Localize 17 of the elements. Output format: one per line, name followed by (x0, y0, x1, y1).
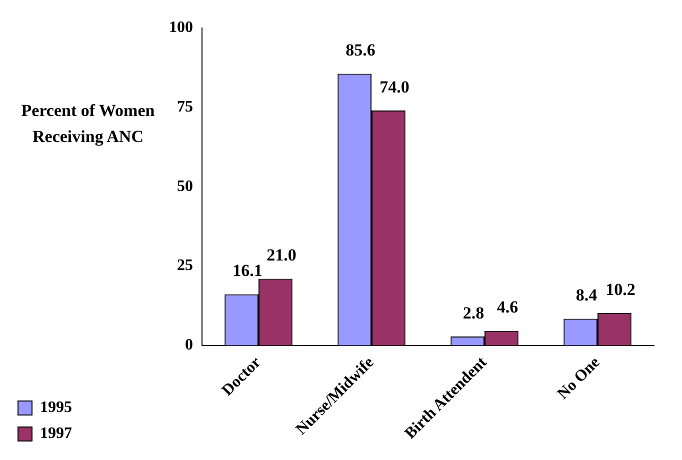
text: 85.6 (346, 40, 376, 60)
y-tick-label: 100 (169, 19, 193, 36)
x-tick-label: No One (554, 354, 604, 403)
text: 10.2 (606, 280, 636, 299)
text: 2.8 (462, 303, 484, 322)
text: 21.0 (266, 246, 296, 265)
y-axis-title: Percent of Women Receiving ANC (20, 100, 156, 148)
text: 74.0 (380, 77, 410, 96)
legend-label: 1995 (40, 399, 72, 416)
legend-label: 1997 (40, 425, 72, 442)
text: 16.1 (232, 261, 262, 280)
y-tick-label: 25 (177, 257, 193, 274)
y-tick-label: 50 (177, 178, 193, 195)
y-tick-label: 75 (177, 98, 193, 116)
text: 4.6 (496, 298, 518, 317)
text: 8.4 (576, 286, 598, 305)
y-tick-label: 0 (185, 336, 193, 354)
